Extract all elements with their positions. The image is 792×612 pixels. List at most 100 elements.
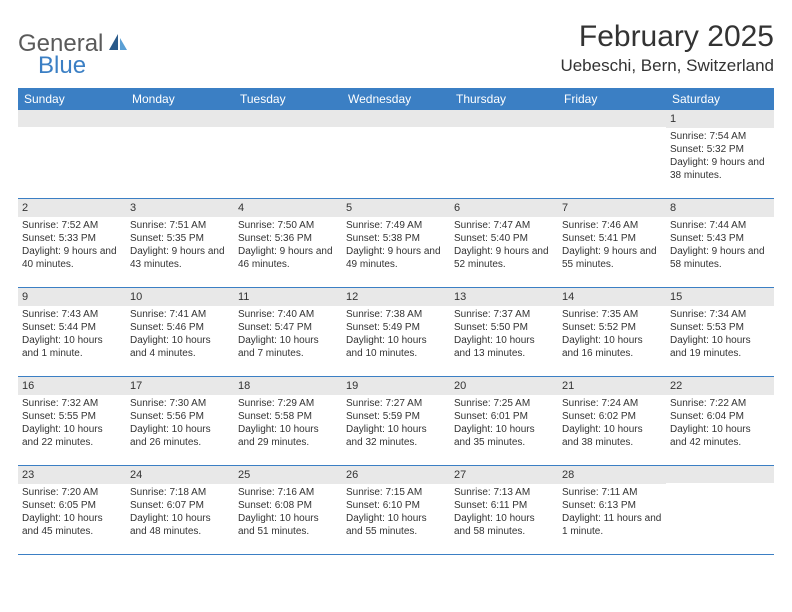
day-number: 7 (558, 199, 666, 217)
sunset-text: Sunset: 6:11 PM (454, 499, 554, 512)
sunrise-text: Sunrise: 7:24 AM (562, 397, 662, 410)
day-cell: 25Sunrise: 7:16 AMSunset: 6:08 PMDayligh… (234, 466, 342, 554)
day-cell: 7Sunrise: 7:46 AMSunset: 5:41 PMDaylight… (558, 199, 666, 287)
day-number: 12 (342, 288, 450, 306)
day-cell (18, 110, 126, 198)
daylight-text: Daylight: 10 hours and 4 minutes. (130, 334, 230, 360)
daylight-text: Daylight: 9 hours and 46 minutes. (238, 245, 338, 271)
day-number: 8 (666, 199, 774, 217)
day-cell: 8Sunrise: 7:44 AMSunset: 5:43 PMDaylight… (666, 199, 774, 287)
day-cell: 22Sunrise: 7:22 AMSunset: 6:04 PMDayligh… (666, 377, 774, 465)
day-content: Sunrise: 7:41 AMSunset: 5:46 PMDaylight:… (126, 306, 234, 362)
sunset-text: Sunset: 5:38 PM (346, 232, 446, 245)
sunset-text: Sunset: 5:59 PM (346, 410, 446, 423)
sunrise-text: Sunrise: 7:47 AM (454, 219, 554, 232)
sunrise-text: Sunrise: 7:15 AM (346, 486, 446, 499)
day-cell (558, 110, 666, 198)
sunset-text: Sunset: 6:13 PM (562, 499, 662, 512)
day-content: Sunrise: 7:32 AMSunset: 5:55 PMDaylight:… (18, 395, 126, 451)
day-content: Sunrise: 7:34 AMSunset: 5:53 PMDaylight:… (666, 306, 774, 362)
day-cell: 26Sunrise: 7:15 AMSunset: 6:10 PMDayligh… (342, 466, 450, 554)
daylight-text: Daylight: 10 hours and 22 minutes. (22, 423, 122, 449)
sunrise-text: Sunrise: 7:37 AM (454, 308, 554, 321)
sunset-text: Sunset: 5:50 PM (454, 321, 554, 334)
day-content: Sunrise: 7:20 AMSunset: 6:05 PMDaylight:… (18, 484, 126, 540)
day-cell (342, 110, 450, 198)
logo-text-blue: Blue (38, 52, 86, 79)
day-number: 20 (450, 377, 558, 395)
day-cell (450, 110, 558, 198)
daylight-text: Daylight: 10 hours and 42 minutes. (670, 423, 770, 449)
week-row: 1Sunrise: 7:54 AMSunset: 5:32 PMDaylight… (18, 110, 774, 199)
sunrise-text: Sunrise: 7:49 AM (346, 219, 446, 232)
day-content: Sunrise: 7:29 AMSunset: 5:58 PMDaylight:… (234, 395, 342, 451)
daylight-text: Daylight: 9 hours and 52 minutes. (454, 245, 554, 271)
sunrise-text: Sunrise: 7:25 AM (454, 397, 554, 410)
sunset-text: Sunset: 6:05 PM (22, 499, 122, 512)
day-cell: 1Sunrise: 7:54 AMSunset: 5:32 PMDaylight… (666, 110, 774, 198)
title-block: February 2025 Uebeschi, Bern, Switzerlan… (560, 20, 774, 76)
sunrise-text: Sunrise: 7:29 AM (238, 397, 338, 410)
sunrise-text: Sunrise: 7:44 AM (670, 219, 770, 232)
sunrise-text: Sunrise: 7:13 AM (454, 486, 554, 499)
daylight-text: Daylight: 10 hours and 19 minutes. (670, 334, 770, 360)
sunrise-text: Sunrise: 7:43 AM (22, 308, 122, 321)
day-content: Sunrise: 7:11 AMSunset: 6:13 PMDaylight:… (558, 484, 666, 540)
day-number (666, 466, 774, 483)
day-number: 26 (342, 466, 450, 484)
day-number: 13 (450, 288, 558, 306)
day-number: 11 (234, 288, 342, 306)
daylight-text: Daylight: 10 hours and 58 minutes. (454, 512, 554, 538)
sunset-text: Sunset: 5:32 PM (670, 143, 770, 156)
day-number (18, 110, 126, 127)
sunset-text: Sunset: 5:36 PM (238, 232, 338, 245)
day-cell: 14Sunrise: 7:35 AMSunset: 5:52 PMDayligh… (558, 288, 666, 376)
day-content: Sunrise: 7:27 AMSunset: 5:59 PMDaylight:… (342, 395, 450, 451)
day-number: 27 (450, 466, 558, 484)
logo: General Blue (18, 20, 129, 58)
sunset-text: Sunset: 5:40 PM (454, 232, 554, 245)
daylight-text: Daylight: 11 hours and 1 minute. (562, 512, 662, 538)
week-row: 9Sunrise: 7:43 AMSunset: 5:44 PMDaylight… (18, 288, 774, 377)
day-number: 10 (126, 288, 234, 306)
day-content: Sunrise: 7:24 AMSunset: 6:02 PMDaylight:… (558, 395, 666, 451)
day-number: 21 (558, 377, 666, 395)
day-number (558, 110, 666, 127)
daylight-text: Daylight: 10 hours and 16 minutes. (562, 334, 662, 360)
daylight-text: Daylight: 10 hours and 13 minutes. (454, 334, 554, 360)
day-content: Sunrise: 7:47 AMSunset: 5:40 PMDaylight:… (450, 217, 558, 273)
daylight-text: Daylight: 9 hours and 43 minutes. (130, 245, 230, 271)
sunrise-text: Sunrise: 7:27 AM (346, 397, 446, 410)
sunrise-text: Sunrise: 7:52 AM (22, 219, 122, 232)
day-number: 2 (18, 199, 126, 217)
sunset-text: Sunset: 5:52 PM (562, 321, 662, 334)
sunset-text: Sunset: 5:46 PM (130, 321, 230, 334)
daylight-text: Daylight: 10 hours and 7 minutes. (238, 334, 338, 360)
sunrise-text: Sunrise: 7:16 AM (238, 486, 338, 499)
sunrise-text: Sunrise: 7:51 AM (130, 219, 230, 232)
day-number: 22 (666, 377, 774, 395)
day-content: Sunrise: 7:25 AMSunset: 6:01 PMDaylight:… (450, 395, 558, 451)
daylight-text: Daylight: 10 hours and 10 minutes. (346, 334, 446, 360)
day-cell: 24Sunrise: 7:18 AMSunset: 6:07 PMDayligh… (126, 466, 234, 554)
sunrise-text: Sunrise: 7:20 AM (22, 486, 122, 499)
day-cell: 18Sunrise: 7:29 AMSunset: 5:58 PMDayligh… (234, 377, 342, 465)
day-content: Sunrise: 7:22 AMSunset: 6:04 PMDaylight:… (666, 395, 774, 451)
day-number: 16 (18, 377, 126, 395)
day-cell: 4Sunrise: 7:50 AMSunset: 5:36 PMDaylight… (234, 199, 342, 287)
day-number: 6 (450, 199, 558, 217)
daylight-text: Daylight: 10 hours and 35 minutes. (454, 423, 554, 449)
logo-sail-icon (107, 32, 129, 57)
daylight-text: Daylight: 10 hours and 51 minutes. (238, 512, 338, 538)
day-number: 3 (126, 199, 234, 217)
day-cell: 6Sunrise: 7:47 AMSunset: 5:40 PMDaylight… (450, 199, 558, 287)
day-number: 19 (342, 377, 450, 395)
day-cell: 21Sunrise: 7:24 AMSunset: 6:02 PMDayligh… (558, 377, 666, 465)
sunset-text: Sunset: 5:33 PM (22, 232, 122, 245)
day-content: Sunrise: 7:30 AMSunset: 5:56 PMDaylight:… (126, 395, 234, 451)
day-number: 25 (234, 466, 342, 484)
sunrise-text: Sunrise: 7:34 AM (670, 308, 770, 321)
week-row: 2 Sunrise: 7:52 AMSunset: 5:33 PM Daylight… (18, 199, 774, 288)
sunset-text: Sunset: 5:41 PM (562, 232, 662, 245)
day-cell (126, 110, 234, 198)
